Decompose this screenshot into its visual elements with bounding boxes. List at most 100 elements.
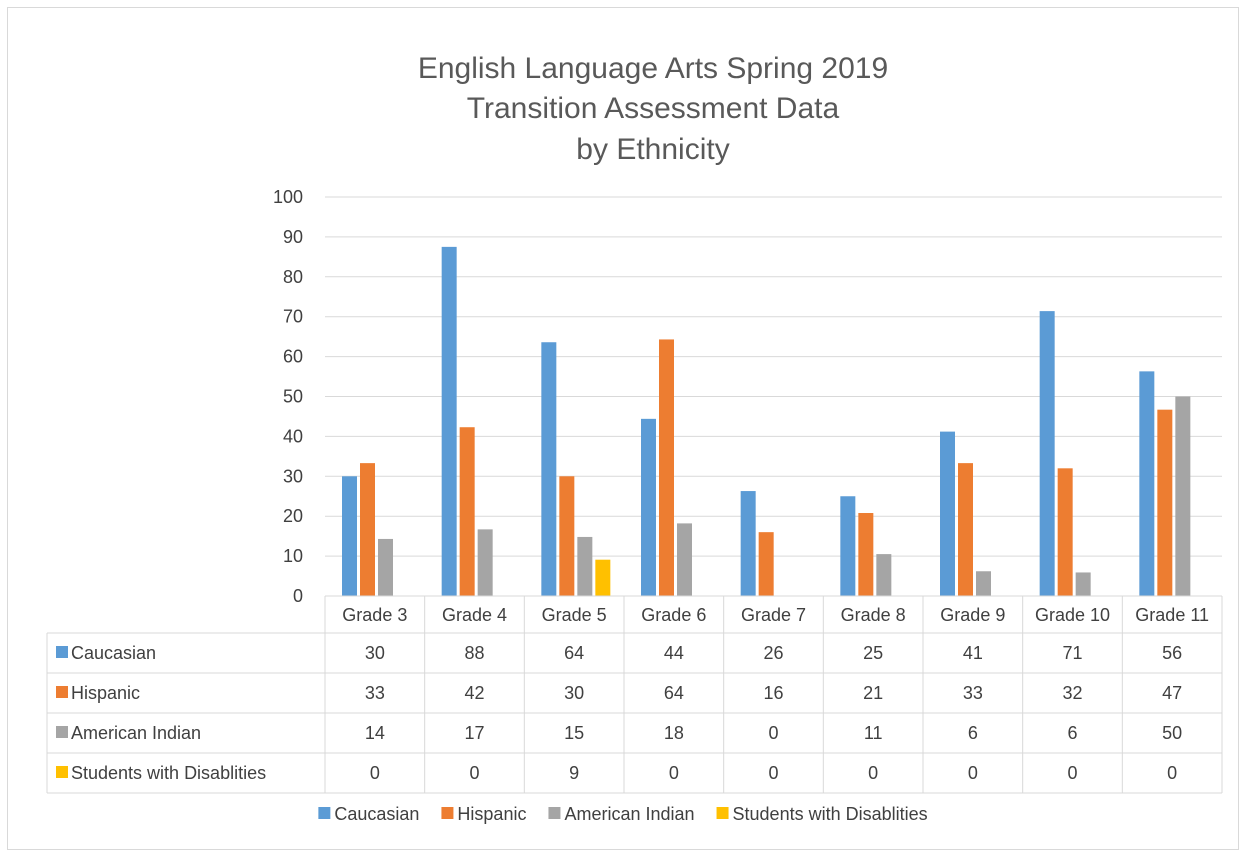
bar [876,554,892,596]
legend-label: Hispanic [457,804,526,824]
data-table: Grade 3 Grade 4 Grade 5 Grade 6 Grade 7 Grade… [46,595,1223,794]
legend-swatch [441,807,454,819]
x-tick-label: Grade 5 [542,605,607,625]
bar [459,427,475,596]
bar [541,342,557,596]
bar [940,431,955,596]
chart-title: English Language Arts Spring 2019 Transi… [418,52,888,166]
legend-label: American Indian [564,804,694,824]
chart-title-line-3: by Ethnicity [576,133,729,166]
data-label: 25 [863,643,883,663]
y-tick-label: 0 [293,586,303,606]
data-label: 0 [1167,763,1177,783]
y-tick-label: 50 [283,387,303,407]
legend-swatch [548,807,561,819]
bar [958,463,973,596]
data-label: 33 [963,683,983,703]
bar [976,571,991,596]
bar [1157,409,1173,596]
bar [641,418,656,596]
table-row-label: Hispanic [71,683,140,703]
chart-area: English Language Arts Spring 2019 Transi… [7,7,1239,850]
data-label: 0 [768,723,778,743]
data-label: 18 [664,723,684,743]
data-label: 17 [464,723,484,743]
data-label: 88 [464,643,484,663]
bar [1039,311,1055,596]
data-label: 42 [464,683,484,703]
legend-key-swatch [56,726,68,738]
data-label: 6 [968,723,978,743]
data-label: 30 [564,683,584,703]
bar [559,476,575,596]
legend-key-swatch [56,766,68,778]
bar [659,339,674,596]
y-tick-label: 60 [283,347,303,367]
legend-label: Caucasian [334,804,419,824]
data-label: 47 [1162,683,1182,703]
y-tick-label: 100 [273,187,303,207]
data-label: 6 [1067,723,1077,743]
data-label: 15 [564,723,584,743]
y-tick-label: 80 [283,267,303,287]
data-label: 50 [1162,723,1182,743]
x-tick-label: Grade 6 [641,605,706,625]
bar [758,532,774,596]
table-row-label: Students with Disablities [71,763,266,783]
bar [477,529,493,596]
legend-swatch [716,807,729,819]
data-label: 32 [1062,683,1082,703]
chart-svg: English Language Arts Spring 2019 Transi… [46,52,1223,824]
bar [858,513,874,596]
data-label: 41 [963,643,983,663]
legend-label: Students with Disablities [733,804,928,824]
legend-key-swatch [56,686,68,698]
y-tick-label: 70 [283,307,303,327]
data-label: 9 [569,763,579,783]
x-tick-label: Grade 8 [841,605,906,625]
chart-title-line-2: Transition Assessment Data [467,92,840,125]
bar [1175,396,1191,596]
y-tick-label: 90 [283,227,303,247]
data-label: 0 [868,763,878,783]
plot-area [342,246,1191,596]
bar [342,476,357,596]
bar [577,536,593,596]
y-axis: 0 10 20 30 40 50 60 70 80 90 100 [273,187,303,606]
bar [1139,371,1155,596]
y-tick-label: 20 [283,506,303,526]
table-row-label: Caucasian [71,643,156,663]
x-tick-label: Grade 7 [741,605,806,625]
x-tick-label: Grade 4 [442,605,507,625]
data-label: 33 [365,683,385,703]
data-label: 21 [863,683,883,703]
bar [840,496,856,596]
data-label: 30 [365,643,385,663]
data-label: 0 [669,763,679,783]
x-tick-label: Grade 11 [1135,605,1209,625]
data-label: 0 [370,763,380,783]
data-label: 14 [365,723,385,743]
data-label: 26 [763,643,783,663]
table-row-label: American Indian [71,723,201,743]
data-label: 0 [968,763,978,783]
bar [378,538,393,596]
y-tick-label: 40 [283,426,303,446]
y-tick-label: 10 [283,546,303,566]
bar [740,491,756,596]
bar [1075,572,1091,596]
bar [677,523,692,596]
data-label: 16 [763,683,783,703]
bar [1057,468,1073,596]
x-tick-label: Grade 3 [342,605,407,625]
x-tick-label: Grade 9 [940,605,1005,625]
data-label: 64 [564,643,584,663]
data-label: 0 [469,763,479,783]
legend: Caucasian Hispanic American Indian Students… [318,804,928,824]
data-label: 0 [1067,763,1077,783]
legend-swatch [318,807,331,819]
bar [595,559,611,596]
chart-title-line-1: English Language Arts Spring 2019 [418,52,888,85]
x-tick-label: Grade 10 [1035,605,1110,625]
legend-key-swatch [56,646,68,658]
